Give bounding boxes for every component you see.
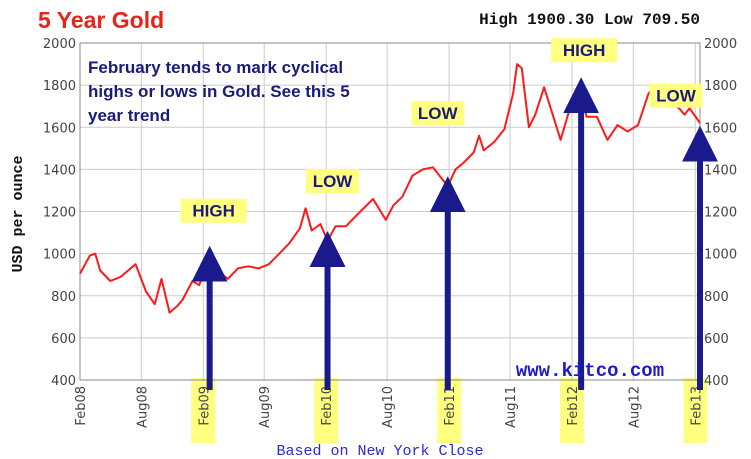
price-line: [79, 63, 701, 314]
x-tick-label: Feb09: [197, 386, 212, 426]
x-tick-label: Aug11: [504, 386, 519, 428]
tick-highlight: [683, 378, 708, 443]
y-tick-label-right: 1400: [704, 163, 737, 178]
y-tick-label-right: 600: [704, 332, 729, 347]
x-tick-label: Aug10: [381, 386, 396, 428]
annotation-label: LOW: [313, 172, 354, 191]
watermark-url: www.kitco.com: [516, 360, 664, 382]
x-tick-label: Feb08: [74, 386, 89, 426]
y-tick-label-right: 1800: [704, 79, 737, 94]
y-tick-label-left: 800: [51, 290, 76, 305]
y-ticks-right: 400 600 800 1000 1200 1400 1600 1800 2000: [704, 37, 737, 389]
annotation-highlight: [411, 101, 465, 126]
y-tick-label-right: 1200: [704, 206, 737, 221]
annotation-label: LOW: [418, 104, 459, 123]
high-low-readout: High 1900.30 Low 709.50: [479, 11, 700, 29]
x-tick-label: Aug12: [627, 386, 642, 428]
y-tick-label-left: 2000: [43, 37, 76, 52]
x-tick-label: Feb13: [689, 386, 704, 426]
annotation-arrows: [191, 77, 718, 390]
footer-note: Based on New York Close: [276, 443, 483, 459]
annotation-label: LOW: [656, 87, 697, 106]
annotation-highlight: [180, 198, 247, 223]
y-tick-label-left: 1000: [43, 248, 76, 263]
y-ticks-left: 400 600 800 1000 1200 1400 1600 1800 2000: [43, 37, 76, 389]
y-tick-label-right: 2000: [704, 37, 737, 52]
x-tick-label: Feb12: [566, 386, 581, 426]
note-line-2: highs or lows in Gold. See this 5: [88, 82, 350, 101]
x-tick-label: Aug08: [135, 386, 150, 428]
y-tick-label-left: 1600: [43, 121, 76, 136]
annotation-highlight: [551, 38, 618, 63]
annotation-label: HIGH: [563, 41, 606, 60]
annotation-label: HIGH: [192, 202, 235, 221]
annotation-highlight: [306, 168, 360, 193]
y-tick-label-left: 1400: [43, 163, 76, 178]
annotation-highlight: [649, 83, 703, 108]
y-tick-label-right: 800: [704, 290, 729, 305]
y-tick-label-left: 400: [51, 374, 76, 389]
note-line-3: year trend: [88, 106, 170, 125]
y-tick-label-left: 1800: [43, 79, 76, 94]
y-tick-label-left: 1200: [43, 206, 76, 221]
x-ticks: Feb08 Aug08 Feb09 Aug09 Feb10 Aug10 Feb11 Aug11…: [74, 386, 704, 428]
chart-title: 5 Year Gold: [38, 7, 164, 33]
y-tick-label-right: 1000: [704, 248, 737, 263]
x-tick-label: Feb11: [443, 386, 458, 426]
y-axis-label: USD per ounce: [10, 155, 27, 272]
y-tick-label-right: 1600: [704, 121, 737, 136]
x-tick-label: Feb10: [320, 386, 335, 426]
annotation-labels: HIGH LOW LOW HIGH LOW: [180, 38, 703, 223]
x-tick-label: Aug09: [258, 386, 273, 428]
y-tick-label-left: 600: [51, 332, 76, 347]
note-line-1: February tends to mark cyclical: [88, 58, 343, 77]
y-tick-label-right: 400: [704, 374, 729, 389]
